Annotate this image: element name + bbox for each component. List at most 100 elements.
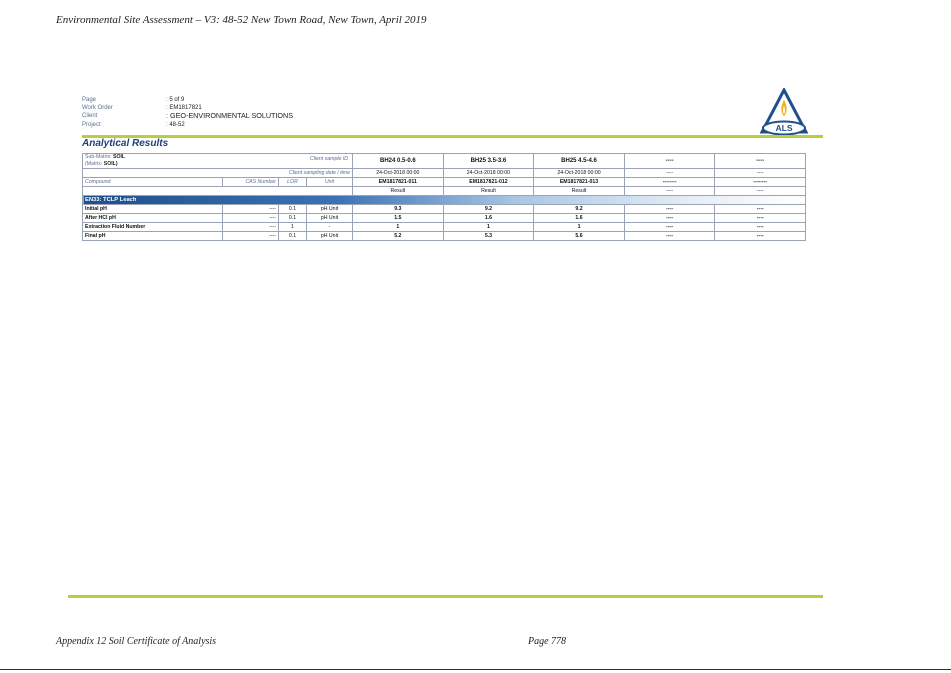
sampling-date: 24-Oct-2018 00:00 bbox=[352, 168, 444, 178]
lor-header: LOR bbox=[278, 177, 307, 187]
sample-id-row: Sub-Matrix: SOIL Client sample ID (Matri… bbox=[81, 153, 806, 169]
compound-name: Extraction Fluid Number bbox=[82, 222, 223, 232]
unit-value: pH Unit bbox=[305, 204, 354, 214]
cas-number: ---- bbox=[222, 204, 279, 214]
result-label: Result bbox=[533, 186, 625, 196]
results-table: Sub-Matrix: SOIL Client sample ID (Matri… bbox=[81, 153, 806, 241]
meta-label: Page bbox=[82, 97, 97, 103]
meta-page: Page 5 of 9 bbox=[82, 96, 293, 104]
result-value: 1.6 bbox=[533, 213, 625, 223]
result-value: 5.6 bbox=[533, 231, 625, 241]
sampling-date-row: Client sampling date / time 24-Oct-2018 … bbox=[81, 168, 806, 178]
lab-sample-id: -------- bbox=[623, 177, 716, 187]
result-value: 9.2 bbox=[533, 204, 625, 214]
cas-header: CAS Number bbox=[222, 177, 279, 187]
page-bottom-border bbox=[0, 669, 951, 670]
section-title: Analytical Results bbox=[82, 138, 169, 149]
result-value: 1.5 bbox=[352, 213, 444, 223]
als-logo: ALS bbox=[760, 88, 808, 136]
meta-label: Work Order bbox=[82, 105, 113, 112]
document-footer: Appendix 12 Soil Certificate of Analysis bbox=[56, 636, 217, 647]
unit-value: - bbox=[305, 222, 354, 232]
submatrix-value: SOIL bbox=[112, 154, 126, 161]
matrix-cell: Sub-Matrix: SOIL Client sample ID (Matri… bbox=[81, 153, 354, 169]
result-label: Result bbox=[442, 186, 535, 196]
client-sampling-label: Client sampling date / time bbox=[81, 168, 354, 178]
sampling-date: 24-Oct-2018 00:00 bbox=[533, 168, 625, 178]
unit-header: Unit bbox=[305, 177, 354, 187]
result-value: ---- bbox=[623, 204, 716, 214]
sample-id: ---- bbox=[623, 153, 716, 169]
meta-label: Project bbox=[82, 121, 101, 128]
meta-label: Client bbox=[82, 113, 98, 120]
sample-id: BH25 3.5-3.6 bbox=[442, 153, 535, 169]
result-value: 9.3 bbox=[352, 204, 444, 214]
lor-value: 0.1 bbox=[278, 213, 307, 223]
result-value: 5.2 bbox=[352, 231, 444, 241]
table-row: Initial pH ---- 0.1 pH Unit 9.3 9.2 9.2 … bbox=[82, 204, 806, 214]
meta-project: Project 48-52 bbox=[82, 121, 293, 129]
compound-header: Compound bbox=[82, 177, 223, 187]
result-label: ---- bbox=[623, 186, 716, 196]
table-row: After HCl pH ---- 0.1 pH Unit 1.5 1.6 1.… bbox=[82, 213, 806, 223]
result-value: ---- bbox=[623, 213, 716, 223]
result-value: ---- bbox=[714, 213, 806, 223]
meta-value: 48-52 bbox=[166, 121, 184, 129]
client-sample-id-label: Client sample ID bbox=[309, 156, 349, 162]
compound-name: After HCl pH bbox=[82, 213, 223, 223]
lab-id-row: Compound CAS Number LOR Unit EM1817821-0… bbox=[82, 177, 806, 187]
result-value: ---- bbox=[714, 204, 806, 214]
meta-value: EM1817821 bbox=[166, 104, 201, 112]
cas-number: ---- bbox=[222, 222, 279, 232]
result-value: 9.2 bbox=[442, 204, 535, 214]
meta-value: 5 of 9 bbox=[166, 96, 184, 104]
cas-number: ---- bbox=[222, 213, 279, 223]
result-value: ---- bbox=[714, 231, 806, 241]
lab-sample-id: EM1817821-012 bbox=[442, 177, 535, 187]
sample-id: ---- bbox=[714, 153, 806, 169]
footer-rule bbox=[68, 595, 823, 598]
result-value: 5.3 bbox=[442, 231, 535, 241]
unit-value: pH Unit bbox=[305, 213, 354, 223]
sample-id: BH24 0.5-0.6 bbox=[352, 153, 444, 169]
compound-name: Initial pH bbox=[82, 204, 223, 214]
empty-cell bbox=[81, 186, 354, 196]
result-value: ---- bbox=[623, 222, 716, 232]
meta-value: GEO-ENVIRONMENTAL SOLUTIONS bbox=[166, 112, 293, 120]
unit-value: pH Unit bbox=[305, 231, 354, 241]
result-value: 1 bbox=[533, 222, 625, 232]
table-row: Final pH ---- 0.1 pH Unit 5.2 5.3 5.6 --… bbox=[82, 231, 806, 241]
compound-name: Final pH bbox=[82, 231, 223, 241]
sampling-date: 24-Oct-2018 00:00 bbox=[442, 168, 535, 178]
result-value: ---- bbox=[623, 231, 716, 241]
matrix-value: SOIL) bbox=[103, 161, 118, 167]
sample-id: BH25 4.5-4.6 bbox=[533, 153, 625, 169]
document-header: Environmental Site Assessment – V3: 48-5… bbox=[56, 14, 427, 26]
section-row: EN33: TCLP Leach bbox=[82, 195, 806, 205]
meta-client: Client GEO-ENVIRONMENTAL SOLUTIONS bbox=[82, 112, 293, 120]
page-number: Page 778 bbox=[528, 636, 567, 647]
result-value: ---- bbox=[714, 222, 806, 232]
result-value: 1.6 bbox=[442, 213, 535, 223]
lab-sample-id: -------- bbox=[714, 177, 806, 187]
header-rule bbox=[82, 135, 823, 138]
lor-value: 1 bbox=[278, 222, 307, 232]
table-row: Extraction Fluid Number ---- 1 - 1 1 1 -… bbox=[82, 222, 806, 232]
lor-value: 0.1 bbox=[278, 231, 307, 241]
lor-value: 0.1 bbox=[278, 204, 307, 214]
sampling-date: ---- bbox=[714, 168, 806, 178]
report-meta: Page 5 of 9 Work Order EM1817821 Client … bbox=[82, 96, 293, 129]
meta-work-order: Work Order EM1817821 bbox=[82, 104, 293, 112]
result-label: ---- bbox=[714, 186, 806, 196]
matrix-label: (Matrix: bbox=[85, 161, 103, 167]
submatrix-label: Sub-Matrix: bbox=[85, 154, 112, 161]
sampling-date: ---- bbox=[623, 168, 716, 178]
logo-text: ALS bbox=[776, 123, 793, 133]
result-value: 1 bbox=[352, 222, 444, 232]
result-label-row: Result Result Result ---- ---- bbox=[81, 186, 806, 196]
lab-sample-id: EM1817821-013 bbox=[533, 177, 625, 187]
result-value: 1 bbox=[442, 222, 535, 232]
result-label: Result bbox=[352, 186, 444, 196]
lab-sample-id: EM1817821-011 bbox=[352, 177, 444, 187]
cas-number: ---- bbox=[222, 231, 279, 241]
